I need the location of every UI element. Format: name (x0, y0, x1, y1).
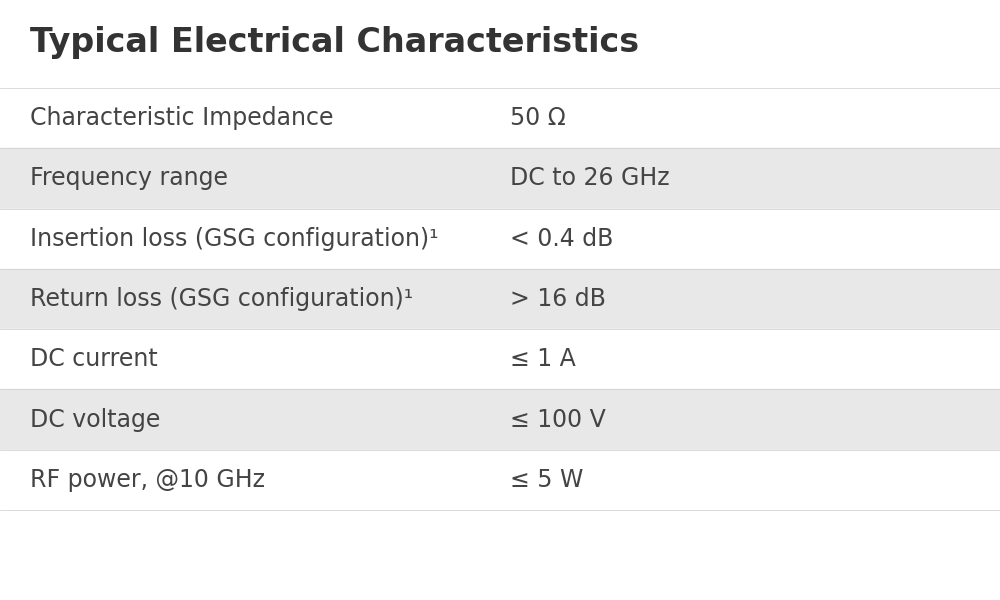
Text: Frequency range: Frequency range (30, 166, 228, 190)
Text: RF power, @10 GHz: RF power, @10 GHz (30, 468, 265, 492)
Text: ≤ 1 A: ≤ 1 A (510, 347, 576, 371)
Text: Characteristic Impedance: Characteristic Impedance (30, 106, 334, 130)
Bar (0, 10, 1000, 75)
Bar (0, 269, 1000, 329)
Bar (0, 329, 1000, 389)
Text: Insertion loss (GSG configuration)¹: Insertion loss (GSG configuration)¹ (30, 227, 438, 251)
Text: Return loss (GSG configuration)¹: Return loss (GSG configuration)¹ (30, 287, 413, 311)
Text: 50 Ω: 50 Ω (510, 106, 566, 130)
Text: DC current: DC current (30, 347, 158, 371)
Text: DC to 26 GHz: DC to 26 GHz (510, 166, 670, 190)
Text: ≤ 5 W: ≤ 5 W (510, 468, 583, 492)
Bar (0, 209, 1000, 269)
Bar (0, 450, 1000, 510)
Text: > 16 dB: > 16 dB (510, 287, 606, 311)
Bar (0, 389, 1000, 450)
Text: < 0.4 dB: < 0.4 dB (510, 227, 613, 251)
Text: Typical Electrical Characteristics: Typical Electrical Characteristics (30, 26, 639, 59)
Text: ≤ 100 V: ≤ 100 V (510, 407, 606, 431)
Bar (0, 88, 1000, 148)
Text: DC voltage: DC voltage (30, 407, 160, 431)
Bar (0, 148, 1000, 209)
